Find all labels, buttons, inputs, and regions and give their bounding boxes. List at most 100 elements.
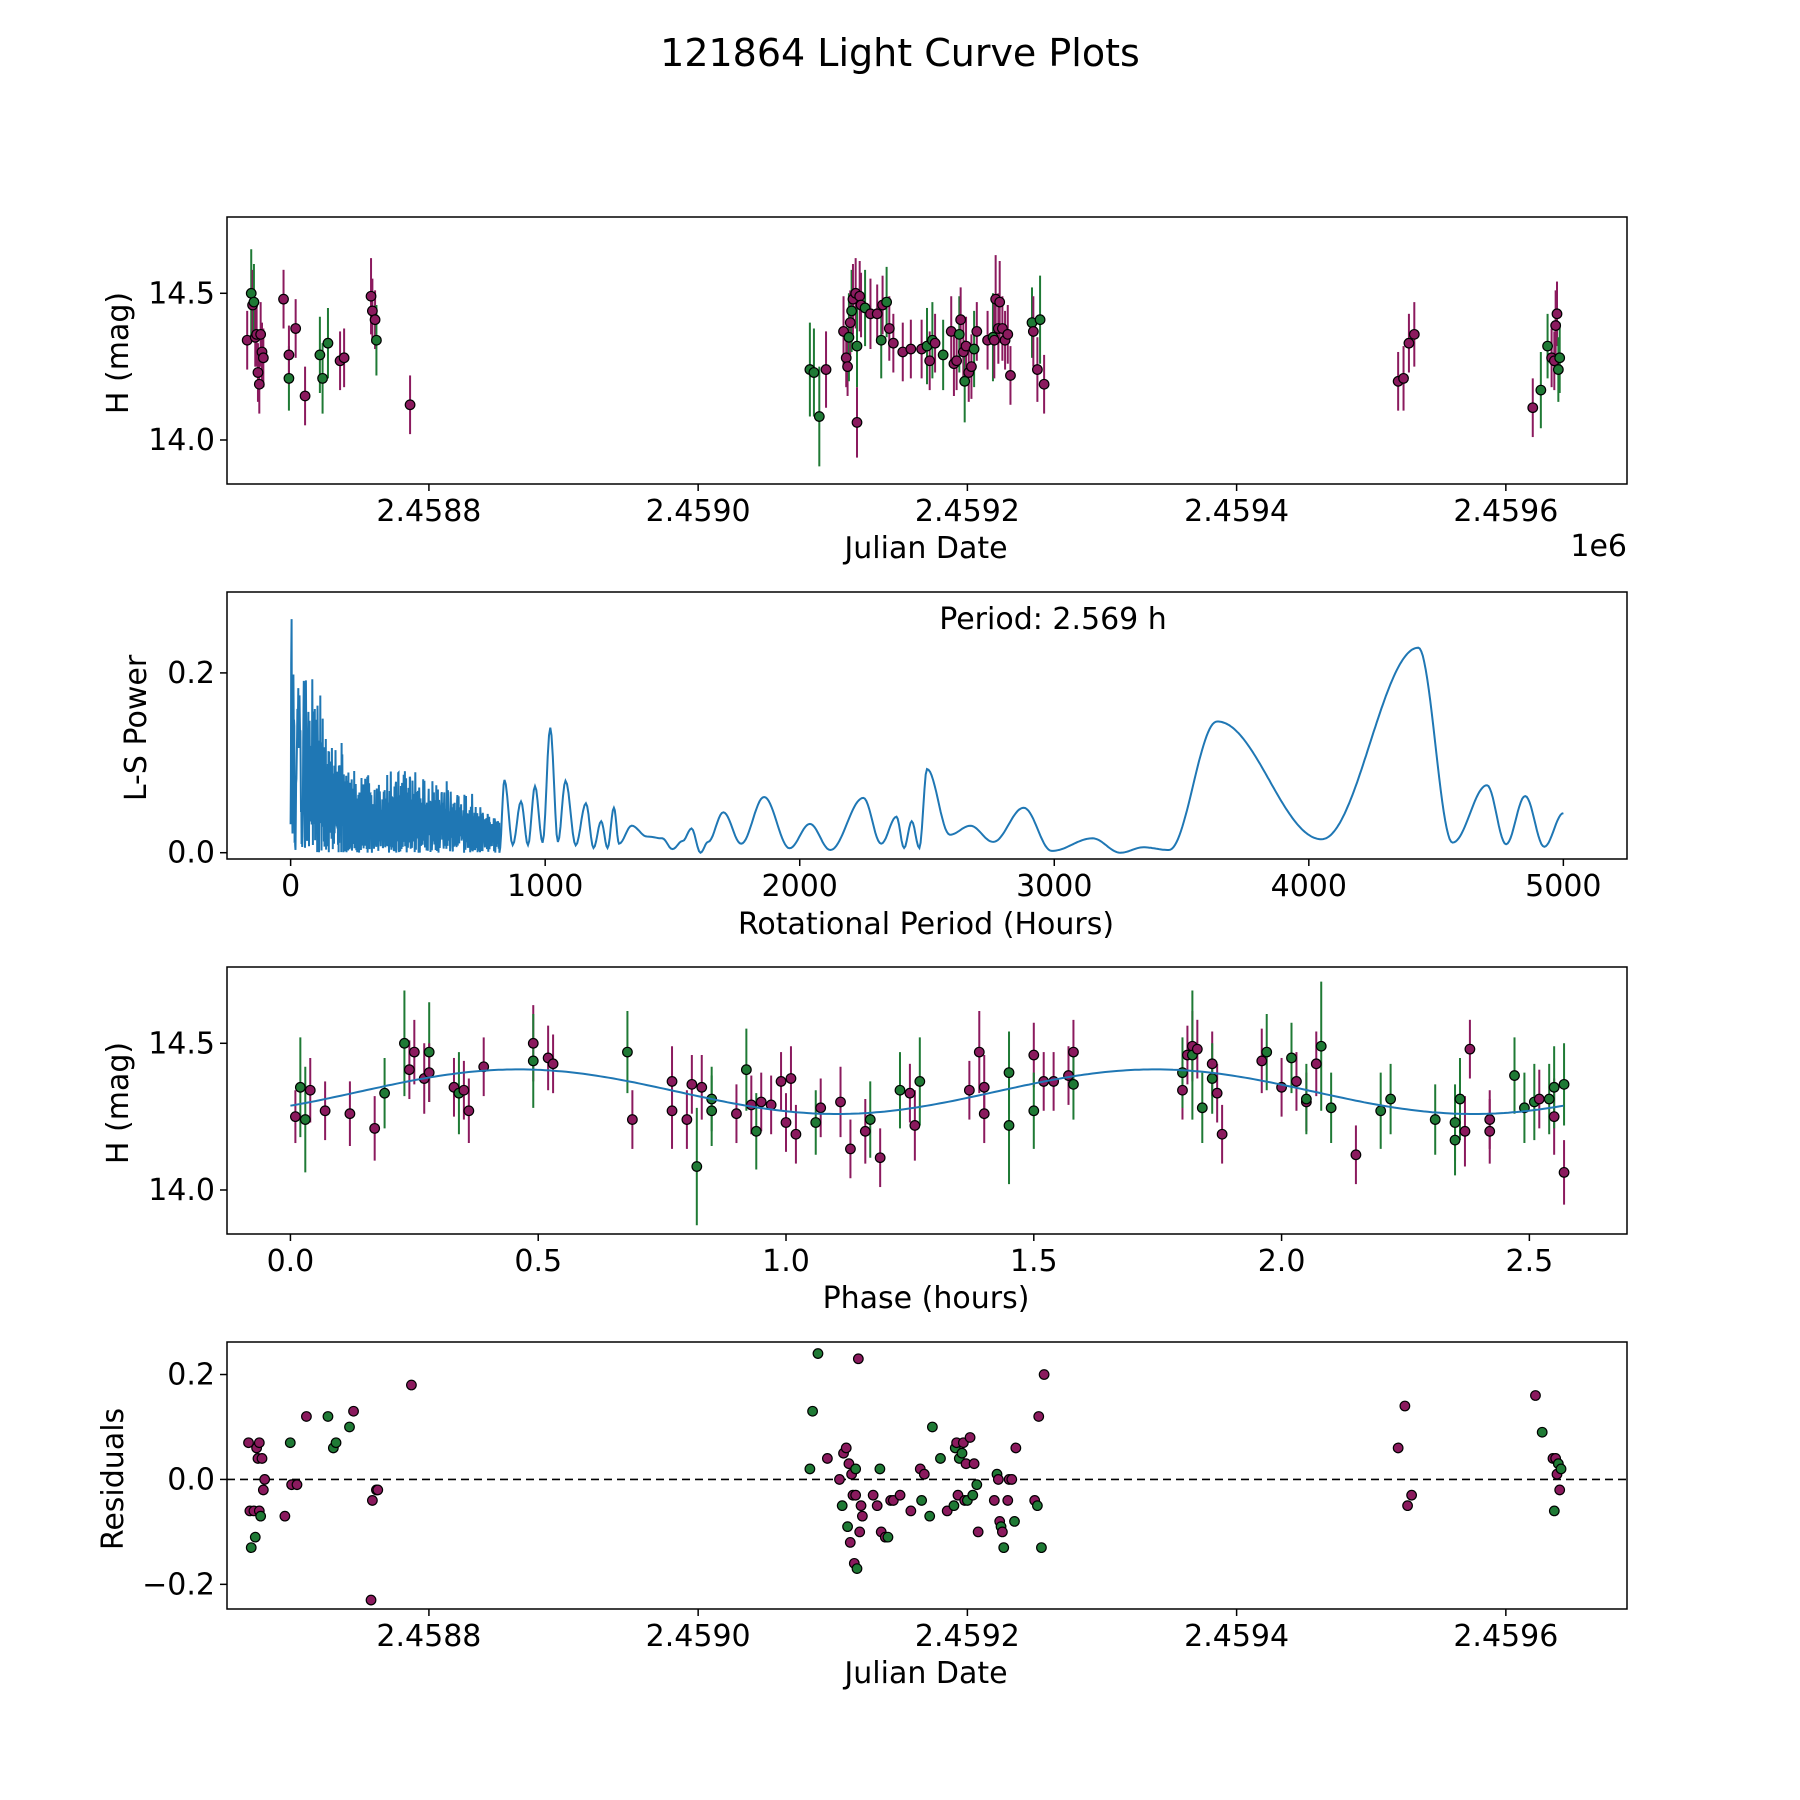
residuals-data-point	[967, 1489, 979, 1501]
residuals-data-point	[279, 1510, 291, 1522]
residuals-data-point	[852, 1353, 864, 1365]
lightcurve-data-point	[1408, 328, 1420, 340]
phased-data-point	[1291, 1076, 1302, 1087]
residuals-data-point	[259, 1474, 271, 1485]
residuals-data-point	[996, 1526, 1008, 1538]
residuals-data-point	[821, 1453, 833, 1464]
phased-data-point	[369, 1122, 381, 1134]
residuals-data-point	[1406, 1489, 1418, 1501]
lightcurve-data-point	[255, 328, 267, 340]
residuals-data-point	[812, 1348, 824, 1359]
phased-data-point	[463, 1105, 475, 1117]
phased-data-point	[681, 1114, 693, 1125]
residuals-data-point	[301, 1411, 312, 1422]
residuals-data-point	[372, 1484, 384, 1496]
phased-data-point	[790, 1128, 802, 1140]
residuals-xtick-label: 2.4588	[376, 1619, 481, 1654]
residuals-data-point	[971, 1479, 983, 1491]
residuals-xtick-label: 2.4596	[1453, 1619, 1558, 1654]
lightcurve-ylabel: H (mag)	[101, 292, 136, 414]
phased-data-point	[1211, 1087, 1223, 1099]
residuals-frame	[226, 1341, 1628, 1610]
phased-data-point	[914, 1076, 926, 1087]
phased-data-point	[1315, 1040, 1327, 1052]
residuals-data-point	[257, 1484, 269, 1496]
residuals-data-point	[245, 1542, 257, 1554]
lightcurve-data-point	[1527, 402, 1539, 414]
phased-data-point	[1206, 1058, 1218, 1070]
phased-data-point	[696, 1081, 708, 1093]
residuals-data-point	[836, 1500, 848, 1512]
phased-data-point	[1206, 1073, 1218, 1084]
residuals-data-point	[964, 1432, 976, 1443]
residuals-data-point	[1554, 1484, 1566, 1496]
residuals-data-point	[1555, 1463, 1567, 1475]
lightcurve-data-point	[971, 326, 983, 337]
residuals-data-point	[807, 1405, 818, 1417]
phased-data-point	[963, 1084, 975, 1096]
residuals-data-point	[882, 1531, 894, 1543]
phased-data-point	[1068, 1078, 1079, 1090]
phased-data-point	[458, 1084, 470, 1096]
residuals-data-point	[1002, 1495, 1014, 1506]
phased-data-point	[750, 1125, 762, 1137]
lightcurve-data-point	[988, 334, 1000, 346]
phased-data-point	[1310, 1058, 1322, 1070]
lightcurve-data-point	[854, 290, 866, 302]
lightcurve-data-point	[248, 296, 260, 308]
residuals-data-point	[291, 1479, 303, 1491]
phased-data-point	[775, 1076, 787, 1087]
lightcurve-ytick-label: 14.0	[148, 423, 215, 458]
residuals-data-point	[1010, 1442, 1022, 1454]
residuals-xtick-label: 2.4594	[1184, 1619, 1289, 1654]
phased-data-point	[527, 1055, 539, 1067]
lightcurve-data-point	[1027, 326, 1039, 337]
phased-data-point	[294, 1081, 306, 1093]
phased-data-point	[686, 1078, 698, 1090]
phased-data-point	[1350, 1149, 1362, 1161]
lightcurve-xtick-label: 2.4590	[646, 494, 751, 529]
lightcurve-data-point	[968, 343, 980, 355]
lightcurve-data-point	[1403, 337, 1415, 349]
phased-data-point	[706, 1105, 718, 1117]
phased-data-point	[691, 1161, 703, 1172]
lightcurve-ytick-label: 14.5	[148, 276, 215, 311]
lightcurve-data-point	[1551, 308, 1563, 320]
phased-data-point	[423, 1046, 435, 1058]
residuals-data-point	[322, 1411, 334, 1422]
phased-data-point	[403, 1064, 415, 1076]
lightcurve-data-point	[257, 352, 269, 364]
phased-data-point	[1558, 1078, 1570, 1090]
phased-data-point	[1449, 1117, 1461, 1128]
lightcurve-data-point	[1005, 370, 1016, 381]
residuals-data-point	[998, 1542, 1010, 1554]
lightcurve-data-point	[1038, 378, 1050, 390]
phased-data-point	[1325, 1102, 1337, 1114]
residuals-data-point	[988, 1495, 1000, 1506]
lightcurve-data-point	[959, 375, 971, 387]
lightcurve-offset-label: 1e6	[1570, 529, 1627, 564]
lightcurve-data-point	[905, 343, 917, 355]
residuals-data-point	[344, 1421, 355, 1433]
residuals-data-point	[850, 1463, 862, 1475]
lightcurve-data-point	[808, 367, 820, 378]
residuals-data-point	[948, 1500, 960, 1512]
lightcurve-data-point	[1031, 364, 1043, 375]
lightcurve-data-point	[924, 355, 936, 367]
phased-data-point	[299, 1114, 311, 1125]
figure-title: 121864 Light Curve Plots	[660, 31, 1140, 75]
residuals-data-point	[918, 1468, 930, 1480]
residuals-data-point	[348, 1405, 359, 1417]
periodogram-frame	[226, 591, 1628, 860]
lightcurve-data-point	[842, 361, 853, 373]
residuals-data-point	[935, 1453, 946, 1464]
residuals-data-point	[924, 1510, 936, 1522]
lightcurve-data-point	[366, 305, 378, 317]
phased-data-point	[1375, 1105, 1387, 1117]
residuals-ytick-label: −0.2	[142, 1567, 215, 1602]
residuals-data-point	[1009, 1515, 1020, 1527]
phased-data-point	[864, 1114, 876, 1125]
phased-data-point	[1429, 1114, 1441, 1125]
phased-xtick-label: 2.0	[1258, 1244, 1306, 1279]
